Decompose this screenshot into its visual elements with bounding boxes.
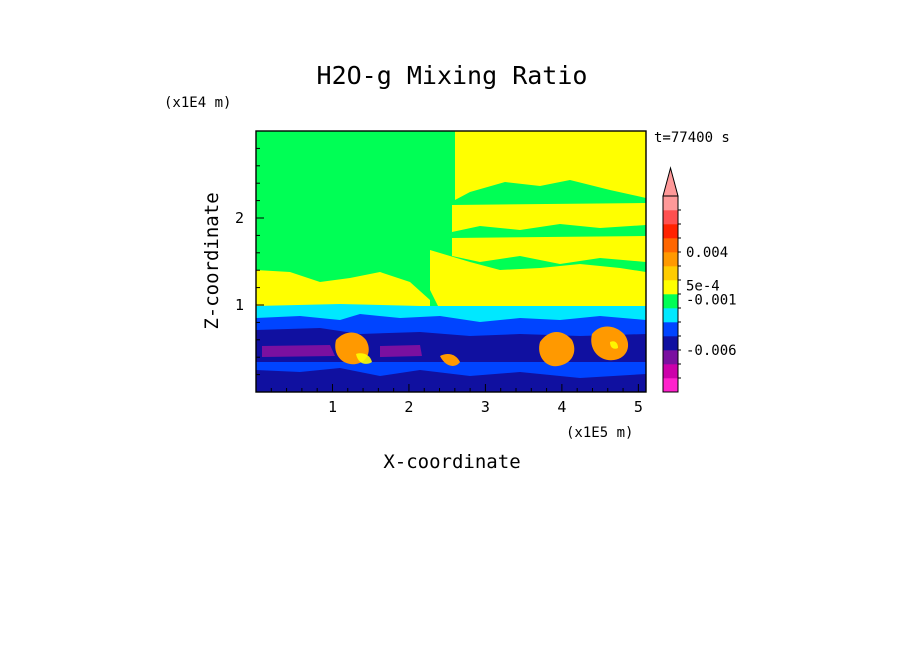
colorbar-swatch [663,350,678,365]
colorbar-label: -0.001 [686,293,737,309]
plot-frame [255,130,647,393]
colorbar-swatch [663,364,678,379]
y-ticks: 12 [235,147,264,376]
colorbar-swatch [663,378,678,393]
colorbar: 0.004 5e-4-0.001 -0.006 [662,166,737,393]
colorbar-label: 5e-4 [686,279,720,295]
chart-title: H2O-g Mixing Ratio [317,61,588,90]
x-tick-label: 4 [557,398,566,416]
colorbar-swatch [663,266,678,281]
colorbar-swatch [663,238,678,253]
y-tick-label: 2 [235,209,244,227]
y-axis-label: Z-coordinate [201,192,223,329]
region-purple-band [262,345,422,357]
x-unit-label: (x1E5 m) [566,425,633,441]
time-label: t=77400 s [654,130,730,146]
x-axis-label: X-coordinate [383,451,520,473]
colorbar-swatch [663,210,678,225]
colorbar-swatch [663,294,678,309]
colorbar-swatch [663,224,678,239]
colorbar-swatch [663,252,678,267]
colorbar-label: 0.004 [686,245,728,261]
colorbar-swatch [663,322,678,337]
colorbar-extend-arrow [662,166,679,197]
region-upper-yellow-band [256,131,646,312]
x-ticks: 1 2 3 4 5 [270,384,643,416]
colorbar-swatch [663,336,678,351]
x-tick-label: 3 [481,398,490,416]
contour-field [256,131,646,392]
colorbar-swatch [663,308,678,323]
x-tick-label: 5 [634,398,643,416]
x-tick-label: 1 [328,398,337,416]
x-tick-label: 2 [404,398,413,416]
colorbar-label: -0.006 [686,343,737,359]
y-unit-label: (x1E4 m) [164,95,231,111]
colorbar-swatch [663,280,678,295]
colorbar-swatch [663,196,678,211]
y-tick-label: 1 [235,296,244,314]
